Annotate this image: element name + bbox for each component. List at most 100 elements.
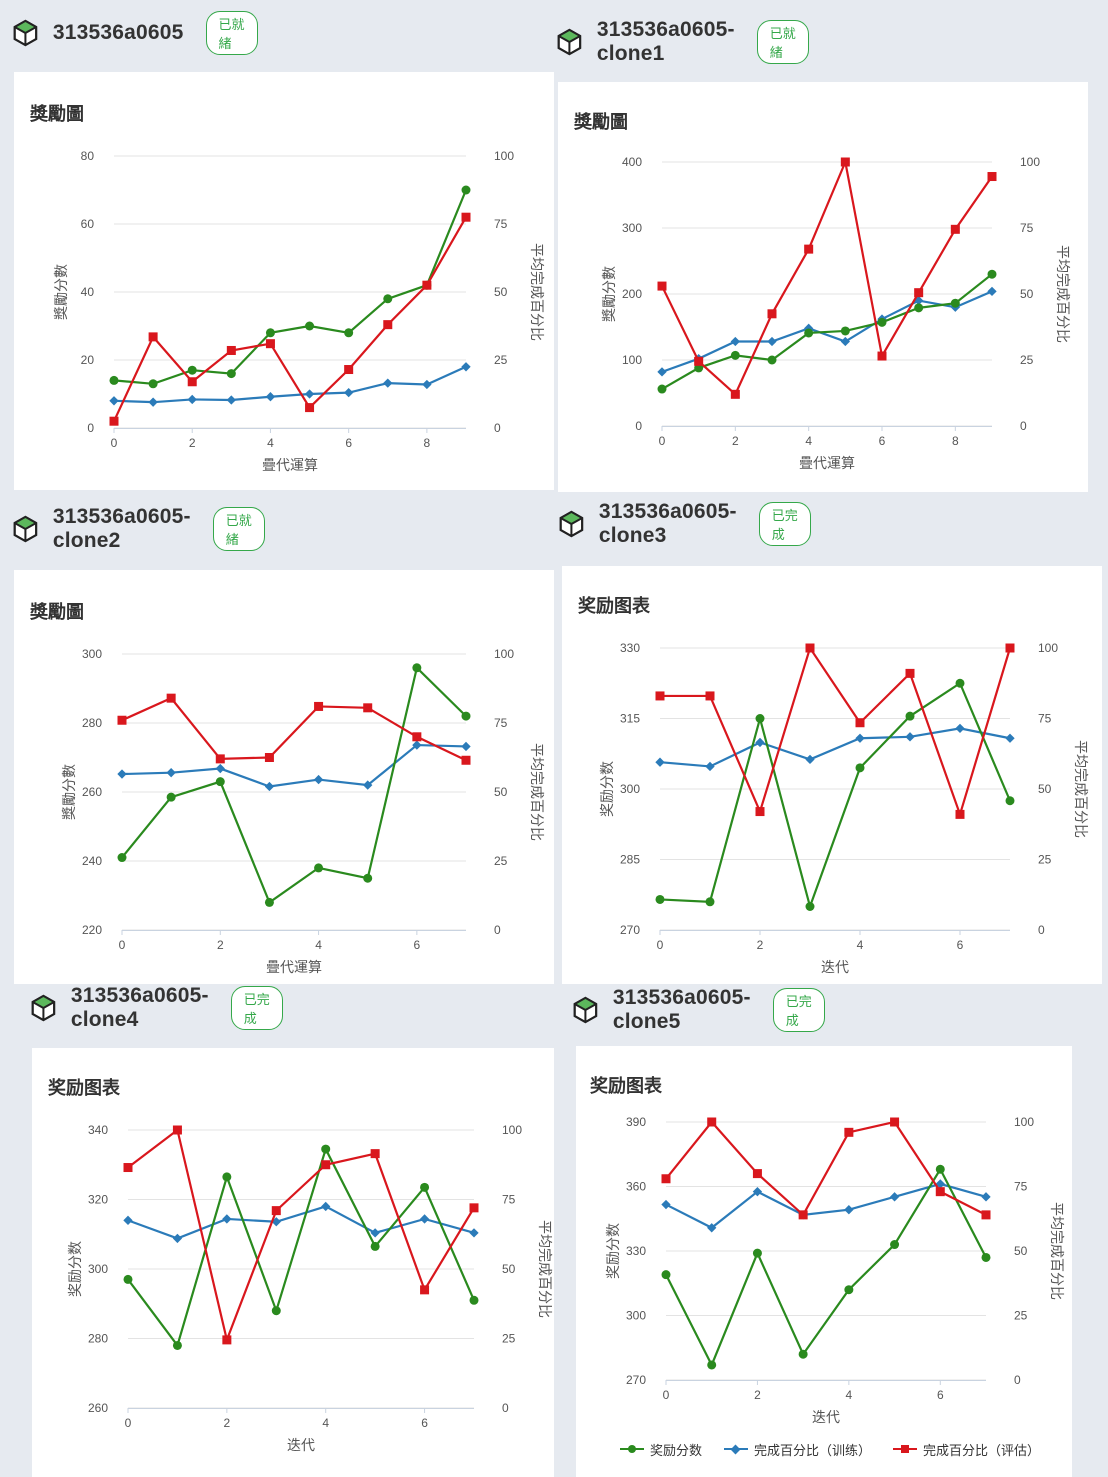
y2-tick-label: 0 <box>494 421 501 435</box>
data-point-train <box>383 378 393 388</box>
y2-tick-label: 75 <box>494 217 508 231</box>
data-point-eval <box>109 416 119 426</box>
data-point-eval <box>469 1203 479 1213</box>
reward-chart-card: 獎勵圖 220 240 260 280 300 0 25 50 75 100 0 2 4 6 疊代運算 獎勵分… <box>14 570 554 984</box>
y-tick-label: 280 <box>88 1332 108 1346</box>
data-point-reward <box>655 894 665 904</box>
job-header: 313536a0605-clone3 已完成 <box>558 494 811 554</box>
job-header: 313536a0605 已就緒 <box>12 3 258 63</box>
data-point-reward <box>314 863 324 873</box>
data-point-reward <box>123 1274 133 1284</box>
y-tick-label: 0 <box>87 421 94 435</box>
data-point-reward <box>955 678 965 688</box>
data-point-eval <box>657 281 667 291</box>
y2-tick-label: 50 <box>502 1262 516 1276</box>
y-axis-title: 獎勵分數 <box>53 264 69 320</box>
reward-chart: 270 285 300 315 330 0 25 50 75 100 0 2 4 6 迭代 奖励分数 平均完成百… <box>599 641 1089 975</box>
reward-chart-card: 奖励图表 270 285 300 315 330 0 25 50 75 100 0 2 4 6 迭代 奖励分数… <box>562 566 1102 984</box>
data-point-reward <box>215 777 225 787</box>
y2-tick-label: 100 <box>494 647 514 661</box>
data-point-eval <box>877 351 887 361</box>
y2-tick-label: 0 <box>1020 419 1027 433</box>
data-point-train <box>222 1214 232 1224</box>
data-point-eval <box>798 1210 808 1220</box>
reward-chart: 260 280 300 320 340 0 25 50 75 100 0 2 4 6 迭代 奖励分数 平均完成百… <box>67 1123 553 1453</box>
status-badge: 已完成 <box>758 502 811 546</box>
y-tick-label: 400 <box>622 155 642 169</box>
data-point-reward <box>461 711 471 721</box>
x-tick-label: 6 <box>957 938 964 952</box>
x-tick-label: 6 <box>879 434 886 448</box>
data-point-reward <box>890 1240 900 1250</box>
y-tick-label: 260 <box>88 1401 108 1415</box>
data-point-train <box>419 1214 430 1224</box>
data-point-reward <box>166 792 176 802</box>
data-point-reward <box>420 1182 430 1192</box>
legend-marker-circle-icon <box>620 1443 644 1455</box>
y2-tick-label: 25 <box>494 353 508 367</box>
reward-chart-card: 奖励图表 270 300 330 360 390 0 25 50 75 100 0 2 4 6 迭代 奖励分数… <box>576 1046 1072 1477</box>
x-tick-label: 4 <box>846 1388 853 1402</box>
legend-marker-square-icon <box>893 1443 918 1455</box>
y2-tick-label: 75 <box>502 1193 516 1207</box>
data-point-reward <box>321 1144 331 1154</box>
x-axis-title: 疊代運算 <box>799 455 855 471</box>
card-title: 獎勵圖 <box>30 104 84 124</box>
data-point-train <box>889 1192 900 1202</box>
y-tick-label: 270 <box>620 923 640 937</box>
y2-tick-label: 25 <box>494 854 508 868</box>
job-name[interactable]: 313536a0605-clone4 <box>70 984 209 1031</box>
y-axis-title: 奖励分数 <box>67 1241 83 1297</box>
legend-item-reward[interactable]: 奖励分数 <box>620 1440 702 1459</box>
card-title: 奖励图表 <box>578 596 650 616</box>
job-name[interactable]: 313536a0605-clone5 <box>612 986 751 1033</box>
legend-label: 完成百分比（训练） <box>754 1442 872 1458</box>
data-point-reward <box>935 1164 945 1174</box>
legend-item-eval[interactable]: 完成百分比（评估） <box>893 1440 1040 1459</box>
data-point-train <box>304 389 315 399</box>
data-point-eval <box>172 1125 182 1135</box>
data-point-train <box>461 741 471 752</box>
y2-tick-label: 100 <box>1020 155 1040 169</box>
data-point-eval <box>955 809 965 819</box>
y-tick-label: 220 <box>82 923 102 937</box>
job-name[interactable]: 313536a0605-clone1 <box>596 18 735 65</box>
job-name[interactable]: 313536a0605-clone3 <box>598 500 737 547</box>
job-name[interactable]: 313536a0605 <box>52 21 184 44</box>
job-header: 313536a0605-clone5 已完成 <box>572 980 825 1040</box>
series-line-eval <box>121 696 467 762</box>
series-line-reward <box>113 189 468 385</box>
data-point-eval <box>117 715 127 725</box>
data-point-train <box>469 1228 479 1238</box>
y2-tick-label: 25 <box>502 1332 516 1346</box>
x-tick-label: 6 <box>937 1388 944 1402</box>
data-point-eval <box>844 1127 854 1137</box>
data-point-reward <box>412 663 422 673</box>
card-title: 獎勵圖 <box>30 602 84 622</box>
data-point-train <box>412 740 422 750</box>
reward-chart: 220 240 260 280 300 0 25 50 75 100 0 2 4 6 疊代運算 獎勵分數 平均完… <box>61 647 545 975</box>
legend-label: 奖励分数 <box>650 1442 703 1458</box>
data-point-reward <box>271 1306 281 1316</box>
data-point-eval <box>752 1169 762 1179</box>
y2-tick-label: 0 <box>1014 1373 1021 1387</box>
data-point-reward <box>877 317 887 327</box>
job-name[interactable]: 313536a0605-clone2 <box>52 505 191 552</box>
data-point-train <box>166 768 176 778</box>
data-point-reward <box>950 298 960 308</box>
x-tick-label: 8 <box>424 436 431 450</box>
series-line-train <box>127 1205 475 1240</box>
data-point-eval <box>705 691 715 701</box>
y-tick-label: 60 <box>81 217 95 231</box>
legend-item-train[interactable]: 完成百分比（训练） <box>724 1440 871 1459</box>
y2-tick-label: 75 <box>494 716 508 730</box>
x-tick-label: 0 <box>111 436 118 450</box>
data-point-eval <box>215 754 225 764</box>
data-point-eval <box>755 807 765 817</box>
data-point-eval <box>305 403 315 413</box>
job-header: 313536a0605-clone2 已就緒 <box>12 499 265 559</box>
data-point-eval <box>950 224 960 234</box>
y2-tick-label: 0 <box>502 1401 509 1415</box>
data-point-train <box>313 774 324 785</box>
x-tick-label: 0 <box>663 1388 670 1402</box>
